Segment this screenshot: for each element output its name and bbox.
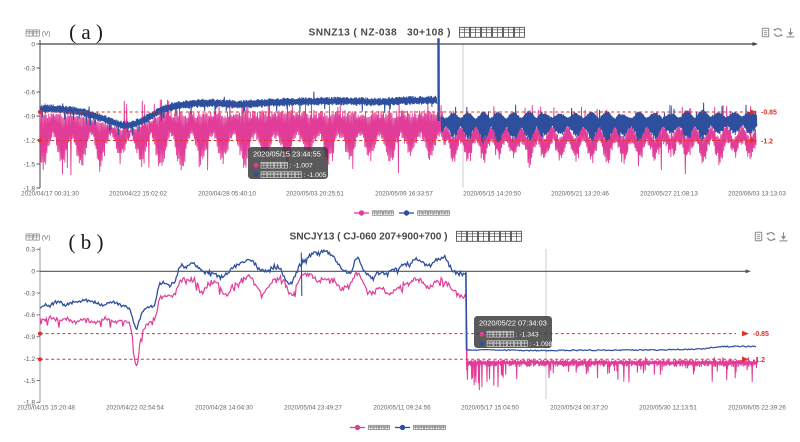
- svg-text:-1.2: -1.2: [24, 137, 36, 144]
- svg-text:2020/04/28 05:40:10: 2020/04/28 05:40:10: [198, 191, 256, 198]
- svg-text:SNCJY13 ( CJ-060 207+900+700 ): SNCJY13 ( CJ-060 207+900+700 ): [290, 232, 448, 243]
- svg-text:: -1.098: : -1.098: [529, 341, 552, 348]
- svg-text:SNNZ13 ( NZ-038 30+108 ): SNNZ13 ( NZ-038 30+108 ): [309, 28, 451, 39]
- svg-text:2020/05/22 07:34:03: 2020/05/22 07:34:03: [479, 319, 547, 328]
- svg-text:2020/05/30 12:13:51: 2020/05/30 12:13:51: [639, 405, 697, 412]
- svg-text:2020/05/21 13:20:46: 2020/05/21 13:20:46: [551, 191, 609, 198]
- svg-text:-1.5: -1.5: [24, 161, 36, 168]
- svg-text:0.3: 0.3: [26, 247, 35, 254]
- svg-text:( b ): ( b ): [69, 230, 104, 254]
- svg-text:(V): (V): [42, 234, 51, 241]
- svg-text:2020/05/04 23:49:27: 2020/05/04 23:49:27: [284, 405, 342, 412]
- svg-text:2020/05/15 23:44:55: 2020/05/15 23:44:55: [253, 150, 321, 159]
- svg-text:-1.2: -1.2: [24, 356, 36, 363]
- svg-text:-0.9: -0.9: [24, 113, 36, 120]
- svg-text:2020/05/17 15:04:50: 2020/05/17 15:04:50: [461, 405, 519, 412]
- svg-text:-1.2: -1.2: [761, 139, 773, 146]
- svg-text:-0.3: -0.3: [24, 290, 36, 297]
- svg-text:2020/04/17 00:31:30: 2020/04/17 00:31:30: [21, 191, 79, 198]
- svg-text:0: 0: [31, 269, 35, 276]
- svg-text:-0.9: -0.9: [24, 334, 36, 341]
- svg-text:2020/05/09 16:33:57: 2020/05/09 16:33:57: [375, 191, 433, 198]
- svg-text:2020/04/22 15:02:02: 2020/04/22 15:02:02: [109, 191, 167, 198]
- svg-text:-0.85: -0.85: [753, 331, 769, 338]
- svg-text:2020/04/15 15:20:48: 2020/04/15 15:20:48: [17, 405, 75, 412]
- svg-text:2020/05/27 21:08:13: 2020/05/27 21:08:13: [640, 191, 698, 198]
- svg-text:: -1.007: : -1.007: [290, 163, 313, 170]
- svg-text:-0.6: -0.6: [24, 312, 36, 319]
- svg-text:2020/05/24 00:37:20: 2020/05/24 00:37:20: [550, 405, 608, 412]
- svg-text:(V): (V): [42, 30, 51, 37]
- svg-text:-1.5: -1.5: [24, 378, 36, 385]
- svg-text:0: 0: [31, 41, 35, 48]
- svg-text:( a ): ( a ): [69, 20, 103, 44]
- svg-text:-0.3: -0.3: [24, 65, 36, 72]
- svg-text:-1.2: -1.2: [753, 357, 765, 364]
- svg-text:2020/04/22 02:54:54: 2020/04/22 02:54:54: [106, 405, 164, 412]
- svg-text:: -1.343: : -1.343: [516, 332, 539, 339]
- svg-text:-0.6: -0.6: [24, 89, 36, 96]
- svg-text:2020/05/03 20:25:51: 2020/05/03 20:25:51: [286, 191, 344, 198]
- svg-text:2020/06/05 22:39:26: 2020/06/05 22:39:26: [728, 405, 786, 412]
- svg-text:-1.8: -1.8: [24, 400, 36, 407]
- svg-text:2020/04/28 14:04:30: 2020/04/28 14:04:30: [195, 405, 253, 412]
- svg-text:: -1.005: : -1.005: [303, 172, 326, 179]
- svg-text:-1.8: -1.8: [24, 185, 36, 192]
- svg-text:-0.85: -0.85: [761, 110, 777, 117]
- svg-text:2020/05/15 14:20:50: 2020/05/15 14:20:50: [463, 191, 521, 198]
- svg-text:2020/05/11 09:24:56: 2020/05/11 09:24:56: [373, 405, 431, 412]
- svg-text:2020/06/03 13:13:03: 2020/06/03 13:13:03: [728, 191, 786, 198]
